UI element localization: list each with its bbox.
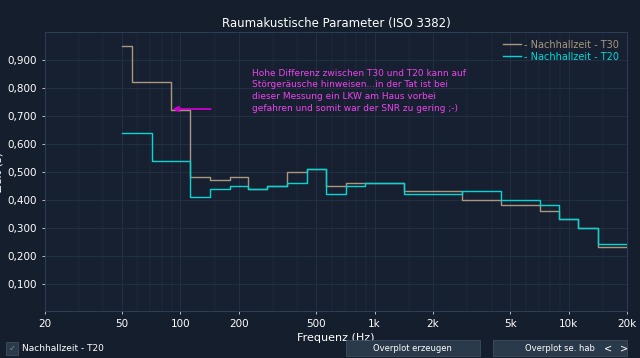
- Nachhallzeit - T20 — [400, 181, 408, 185]
- Nachhallzeit - T30 — [420, 189, 428, 194]
- Nachhallzeit - T30 — [623, 245, 631, 250]
- Nachhallzeit - T20 — [420, 192, 428, 196]
- Nachhallzeit - T20 — [420, 192, 428, 196]
- Nachhallzeit - T30 — [458, 198, 465, 202]
Text: ✓: ✓ — [9, 344, 15, 353]
Text: Hohe Differenz zwischen T30 und T20 kann auf
Störgeräusche hinweisen...in der Ta: Hohe Differenz zwischen T30 und T20 kann… — [252, 68, 465, 113]
- Nachhallzeit - T30 — [420, 189, 428, 194]
- Nachhallzeit - T20 — [594, 242, 602, 247]
- Nachhallzeit - T30 — [118, 44, 126, 48]
- Nachhallzeit - T20 — [303, 167, 310, 171]
FancyBboxPatch shape — [346, 340, 480, 356]
Text: Overplot se. hab: Overplot se. hab — [525, 344, 595, 353]
Bar — [6, 342, 18, 355]
- Nachhallzeit - T20 — [206, 195, 214, 199]
FancyBboxPatch shape — [493, 340, 627, 356]
- Nachhallzeit - T30 — [303, 167, 310, 171]
- Nachhallzeit - T30 — [206, 175, 214, 180]
Text: Overplot erzeugen: Overplot erzeugen — [373, 344, 452, 353]
Text: Nachhallzeit - T20: Nachhallzeit - T20 — [22, 344, 104, 353]
Line: - Nachhallzeit - T30: - Nachhallzeit - T30 — [122, 46, 627, 247]
- Nachhallzeit - T20 — [118, 131, 126, 135]
Text: <: < — [604, 343, 612, 353]
Y-axis label: Zeit (s): Zeit (s) — [0, 152, 3, 192]
Title: Raumakustische Parameter (ISO 3382): Raumakustische Parameter (ISO 3382) — [221, 17, 451, 30]
- Nachhallzeit - T20 — [623, 242, 631, 247]
- Nachhallzeit - T30 — [594, 245, 602, 250]
X-axis label: Frequenz (Hz): Frequenz (Hz) — [297, 333, 375, 343]
- Nachhallzeit - T30 — [400, 181, 408, 185]
Legend: - Nachhallzeit - T30, - Nachhallzeit - T20: - Nachhallzeit - T30, - Nachhallzeit - T… — [500, 37, 622, 65]
Text: >: > — [620, 343, 628, 353]
- Nachhallzeit - T20 — [458, 189, 465, 194]
Line: - Nachhallzeit - T20: - Nachhallzeit - T20 — [122, 133, 627, 245]
